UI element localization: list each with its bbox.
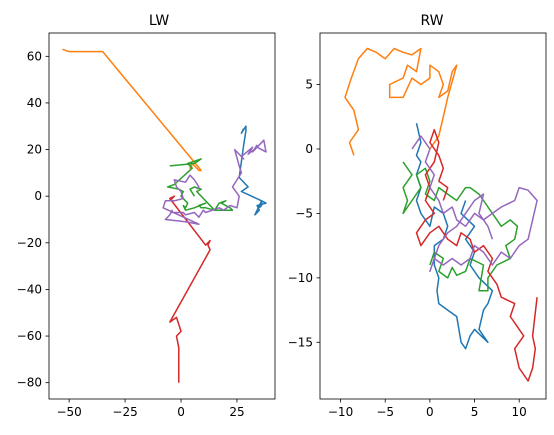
- subplot-lw-y-tick-label: 0: [34, 189, 42, 203]
- subplot-lw-x-tick-label: 0: [177, 405, 185, 419]
- subplot-rw-x-tick-label: −5: [376, 405, 394, 419]
- subplot-lw-y-tick-label: −20: [17, 236, 42, 250]
- subplot-rw-x-tick-label: 5: [471, 405, 479, 419]
- subplot-lw-y-tick-label: 20: [27, 143, 42, 157]
- subplot-lw: LW −50 −25 0 25 −80 −60 −40 −20 0 20 40 60: [17, 13, 276, 419]
- subplot-rw-series-line-2: [415, 123, 494, 350]
- subplot-lw-y-tick-label: −40: [17, 282, 42, 296]
- subplot-rw-x-axis: −10 −5 0 5 10: [328, 399, 527, 419]
- subplot-rw-series-line-4: [415, 128, 538, 382]
- subplot-rw-title: RW: [420, 13, 443, 29]
- subplot-lw-x-tick-label: −25: [112, 405, 137, 419]
- subplot-rw-y-tick-label: 5: [305, 78, 313, 92]
- subplot-lw-y-tick-label: 60: [27, 49, 42, 63]
- subplot-lw-y-axis: −80 −60 −40 −20 0 20 40 60: [17, 49, 49, 390]
- subplot-rw-series: [344, 47, 538, 382]
- subplot-rw-y-tick-label: −5: [295, 206, 313, 220]
- subplot-rw-y-tick-label: −10: [288, 271, 313, 285]
- subplot-lw-series-line-1: [238, 125, 267, 216]
- subplot-rw-y-axis: −15 −10 −5 0 5: [288, 78, 320, 349]
- subplot-rw-series-line-3: [402, 161, 519, 292]
- subplot-rw-series-line-5: [411, 135, 538, 273]
- subplot-lw-title: LW: [149, 13, 170, 29]
- subplot-rw-series-line-1: [344, 47, 458, 156]
- subplot-lw-y-tick-label: −80: [17, 376, 42, 390]
- subplot-lw-x-axis: −50 −25 0 25: [56, 399, 245, 419]
- subplot-rw: RW −10 −5 0 5 10 −15 −10 −5 0 5: [288, 13, 547, 419]
- subplot-lw-frame: [48, 32, 276, 400]
- subplot-rw-x-tick-label: 0: [426, 405, 434, 419]
- subplot-rw-y-tick-label: −15: [288, 335, 313, 349]
- subplot-lw-x-tick-label: −50: [56, 405, 81, 419]
- subplot-rw-y-tick-label: 0: [305, 142, 313, 156]
- subplot-rw-frame: [319, 32, 547, 400]
- subplot-lw-y-tick-label: −60: [17, 329, 42, 343]
- subplot-lw-x-tick-label: 25: [229, 405, 244, 419]
- subplot-lw-series-line-3: [166, 158, 234, 211]
- subplot-lw-y-tick-label: 40: [27, 96, 42, 110]
- subplot-lw-series-line-2: [62, 48, 202, 172]
- subplot-lw-series-line-4: [169, 195, 211, 383]
- subplot-lw-series: [62, 48, 267, 383]
- subplot-rw-x-tick-label: −10: [328, 405, 353, 419]
- subplot-lw-series-line-5: [162, 139, 267, 225]
- subplot-rw-x-tick-label: 10: [512, 405, 527, 419]
